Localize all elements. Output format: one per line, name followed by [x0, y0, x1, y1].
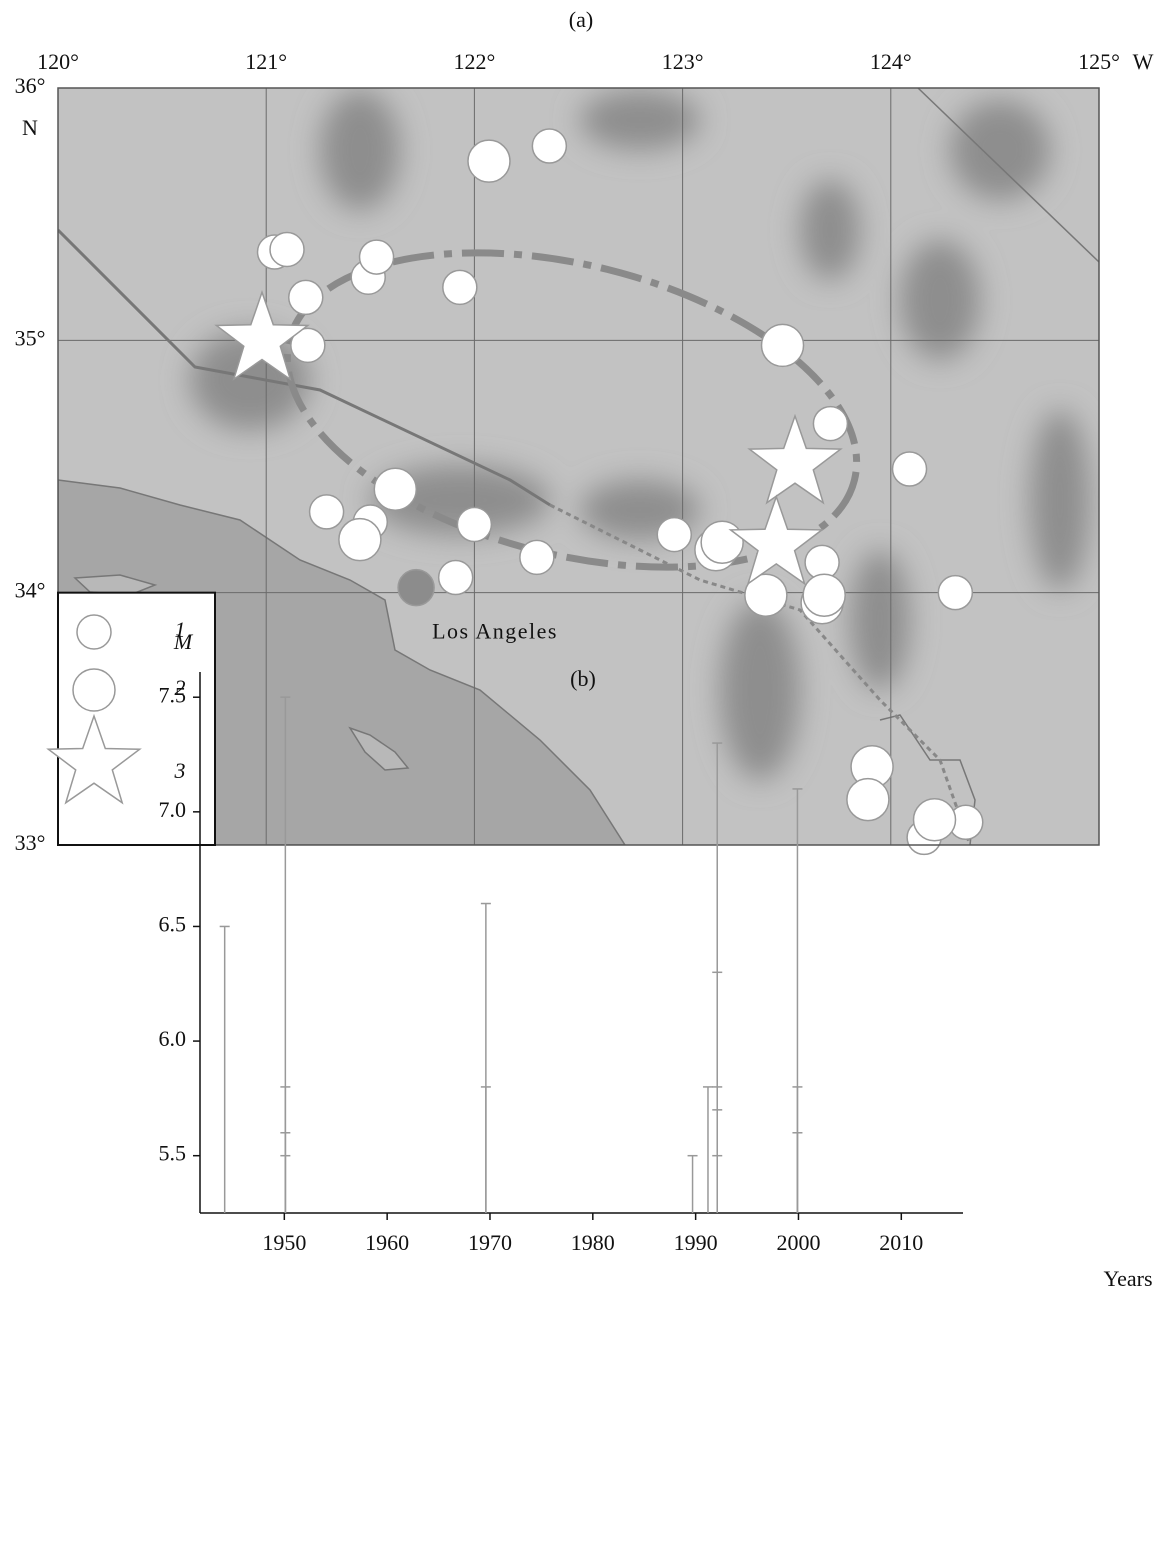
circle-marker	[803, 574, 845, 616]
circle-marker	[938, 576, 972, 610]
x-tick-label: 120°	[37, 49, 79, 74]
circle-marker	[339, 519, 381, 561]
circle-marker	[762, 324, 804, 366]
y-tick-label: 33°	[15, 830, 46, 855]
circle-marker	[457, 508, 491, 542]
y-tick-label: 36°	[15, 73, 46, 98]
y-tick-label: 34°	[15, 578, 46, 603]
y-tick-label: 6.0	[159, 1026, 187, 1051]
circle-marker	[77, 615, 111, 649]
circle-marker	[360, 240, 394, 274]
y-axis-label: M	[173, 629, 194, 654]
circle-marker	[468, 140, 510, 182]
legend-label: 3	[174, 758, 186, 783]
x-tick-label: 123°	[662, 49, 704, 74]
y-tick-label: 7.0	[159, 797, 187, 822]
circle-marker	[532, 129, 566, 163]
x-tick-label: 1990	[674, 1230, 718, 1255]
city-label: Los Angeles	[432, 619, 558, 644]
y-unit: N	[22, 115, 38, 140]
circle-marker	[270, 232, 304, 266]
city-marker	[398, 570, 434, 606]
y-tick-label: 7.5	[159, 682, 187, 707]
y-tick-label: 6.5	[159, 912, 187, 937]
chart-title: (b)	[570, 666, 596, 691]
x-tick-label: 125°	[1078, 49, 1120, 74]
circle-marker	[443, 270, 477, 304]
x-axis-label: Years	[1103, 1266, 1152, 1291]
x-tick-label: 1980	[571, 1230, 615, 1255]
circle-marker	[701, 521, 743, 563]
page: Los Angeles 123 (b)MYears195019601970198…	[0, 0, 1163, 1566]
map-title: (a)	[569, 7, 593, 32]
circle-marker	[914, 799, 956, 841]
x-tick-label: 1960	[365, 1230, 409, 1255]
x-tick-label: 122°	[453, 49, 495, 74]
x-unit: W	[1133, 49, 1154, 74]
circle-marker	[289, 280, 323, 314]
x-tick-label: 1950	[262, 1230, 306, 1255]
circle-marker	[657, 518, 691, 552]
circle-marker	[520, 540, 554, 574]
figure: Los Angeles 123 (b)MYears195019601970198…	[0, 0, 1163, 1566]
y-tick-label: 35°	[15, 325, 46, 350]
x-tick-label: 121°	[245, 49, 287, 74]
x-tick-label: 2000	[776, 1230, 820, 1255]
y-tick-label: 5.5	[159, 1141, 187, 1166]
circle-marker	[374, 468, 416, 510]
x-tick-label: 2010	[879, 1230, 923, 1255]
x-tick-label: 124°	[870, 49, 912, 74]
circle-marker	[847, 779, 889, 821]
circle-marker	[439, 561, 473, 595]
circle-marker	[73, 669, 115, 711]
circle-marker	[893, 452, 927, 486]
circle-marker	[813, 407, 847, 441]
circle-marker	[310, 495, 344, 529]
x-tick-label: 1970	[468, 1230, 512, 1255]
